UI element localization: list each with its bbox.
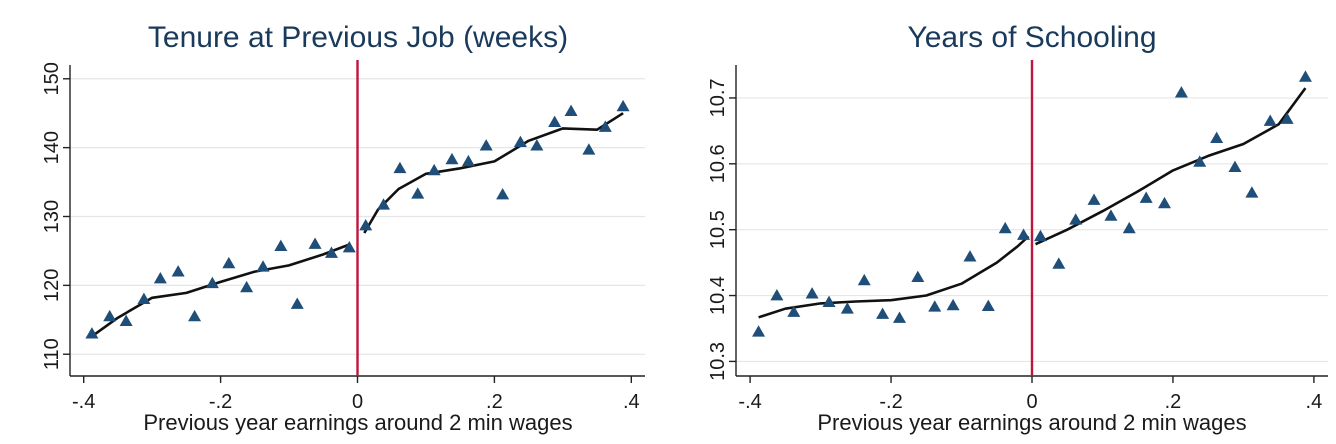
data-point xyxy=(1069,213,1083,225)
plot-area: 110 120 130 140 150 -.4 -.2 0 .2 .4 xyxy=(41,60,645,413)
data-point xyxy=(256,260,270,272)
data-point xyxy=(377,198,391,210)
y-tick-label: 130 xyxy=(41,200,63,233)
data-point xyxy=(1298,70,1312,82)
data-point xyxy=(1139,191,1153,203)
data-point xyxy=(1157,196,1171,209)
data-point xyxy=(1245,186,1259,198)
data-point xyxy=(171,265,185,277)
x-tick-label: 0 xyxy=(352,391,363,413)
data-point xyxy=(582,143,596,155)
data-point xyxy=(85,327,99,339)
data-point xyxy=(770,289,784,301)
x-tick-label: .4 xyxy=(1306,391,1323,413)
schooling-chart: Years of Schooling Previous year earning… xyxy=(707,21,1328,435)
data-point xyxy=(876,307,890,319)
data-point xyxy=(324,246,338,258)
data-point xyxy=(1104,209,1118,221)
data-point xyxy=(411,187,425,199)
fit-line xyxy=(91,242,352,338)
data-point xyxy=(479,139,493,151)
data-point xyxy=(911,270,925,282)
data-point xyxy=(445,152,459,165)
y-tick-label: 120 xyxy=(41,269,63,302)
y-tick-label: 10.7 xyxy=(707,78,729,117)
y-tick-label: 10.5 xyxy=(707,210,729,249)
data-point xyxy=(393,161,407,174)
data-point xyxy=(1280,112,1294,124)
y-tick-label: 110 xyxy=(41,338,63,370)
data-point xyxy=(427,163,441,176)
data-point xyxy=(752,325,766,337)
y-tick-label: 150 xyxy=(41,62,63,95)
y-tick-label: 10.3 xyxy=(707,342,729,381)
data-point xyxy=(787,305,801,317)
x-tick-label: .2 xyxy=(1165,391,1182,413)
y-tick-label: 10.4 xyxy=(707,276,729,315)
data-point xyxy=(530,139,544,151)
data-point xyxy=(308,237,322,249)
data-point xyxy=(805,287,819,299)
data-point xyxy=(893,311,907,323)
x-tick-label: -.2 xyxy=(209,391,232,413)
data-point xyxy=(1228,160,1242,172)
data-point xyxy=(274,239,288,251)
data-point xyxy=(1017,228,1031,240)
chart-panel-tenure: Tenure at Previous Job (weeks) Previous … xyxy=(41,21,645,435)
data-point xyxy=(1087,193,1101,205)
data-point xyxy=(616,99,630,112)
x-tick-label: 0 xyxy=(1026,391,1037,413)
data-point xyxy=(513,135,527,148)
x-tick-label: .2 xyxy=(486,391,503,413)
data-point xyxy=(240,280,254,293)
data-point xyxy=(928,300,942,312)
x-tick-label: -.4 xyxy=(72,391,95,413)
fit-line xyxy=(758,235,1030,319)
y-tick-label: 140 xyxy=(41,131,63,164)
data-point xyxy=(188,309,202,322)
data-point xyxy=(103,309,117,322)
data-point xyxy=(1263,114,1277,126)
data-point xyxy=(1174,86,1188,98)
x-tick-label: -.2 xyxy=(879,391,902,413)
data-point xyxy=(205,276,219,289)
data-point xyxy=(840,302,854,314)
data-point xyxy=(946,298,960,311)
chart-title: Years of Schooling xyxy=(907,21,1156,54)
tenure-chart: Tenure at Previous Job (weeks) Previous … xyxy=(41,21,645,435)
data-point xyxy=(1122,221,1136,234)
data-point xyxy=(119,314,133,327)
data-point xyxy=(564,104,578,117)
data-point xyxy=(998,221,1012,234)
fit-line xyxy=(363,112,624,234)
data-point xyxy=(461,154,475,167)
x-tick-label: -.4 xyxy=(738,391,761,413)
data-point xyxy=(1033,229,1047,242)
data-point xyxy=(1210,131,1224,143)
data-point xyxy=(342,240,356,253)
x-axis-label: Previous year earnings around 2 min wage… xyxy=(817,410,1246,435)
x-tick-label: .4 xyxy=(623,391,640,413)
plot-area: 10.3 10.4 10.5 10.6 10.7 -.4 -.2 0 .2 .4 xyxy=(707,60,1328,413)
chart-title: Tenure at Previous Job (weeks) xyxy=(148,21,568,54)
data-point xyxy=(153,271,167,284)
y-tick-label: 10.6 xyxy=(707,144,729,183)
data-point xyxy=(137,292,151,305)
data-point xyxy=(548,115,562,128)
data-point xyxy=(222,256,236,269)
data-point xyxy=(963,250,977,262)
x-axis-label: Previous year earnings around 2 min wage… xyxy=(143,410,572,435)
data-point xyxy=(822,295,836,308)
data-point xyxy=(290,297,304,309)
data-point xyxy=(857,273,871,286)
data-point xyxy=(1193,155,1207,167)
data-point xyxy=(598,120,612,132)
data-point xyxy=(359,218,373,231)
data-point xyxy=(981,299,995,311)
chart-panel-schooling: Years of Schooling Previous year earning… xyxy=(668,0,1336,444)
data-point xyxy=(1052,257,1066,269)
data-point xyxy=(496,187,510,200)
